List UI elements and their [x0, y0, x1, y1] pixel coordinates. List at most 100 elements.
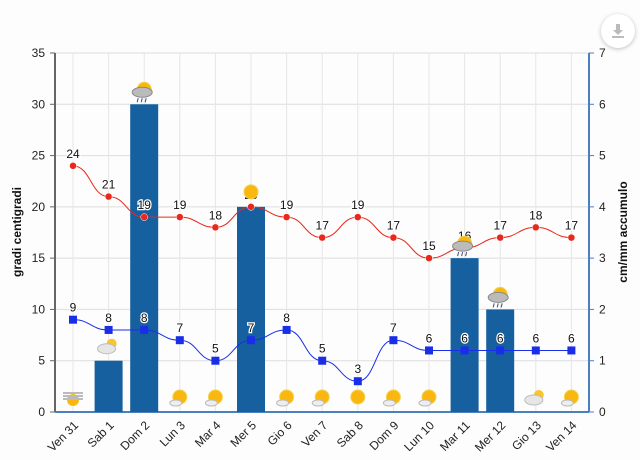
max-temp-label: 17 [387, 219, 401, 233]
min-temp-point [531, 346, 540, 355]
min-temp-point [175, 336, 184, 345]
min-temp-point [318, 356, 327, 365]
sun-cloud-icon [418, 389, 437, 407]
x-tick-label: Sab 8 [334, 418, 366, 450]
max-temp-label: 19 [351, 198, 365, 212]
max-temp-point [140, 213, 148, 221]
max-temp-point [211, 223, 220, 232]
min-temp-point [282, 325, 291, 334]
sun-cloud-icon [311, 389, 330, 407]
x-tick-label: Ven 7 [299, 418, 331, 450]
fog-icon [63, 392, 83, 406]
min-temp-point [567, 346, 576, 355]
y-tick-label: 10 [32, 302, 46, 316]
min-temp-point [247, 336, 255, 345]
y2-tick-label: 2 [599, 302, 606, 316]
min-temp-label: 7 [248, 321, 255, 335]
y-tick-label: 25 [32, 149, 46, 163]
min-temp-label: 6 [461, 331, 468, 345]
min-temp-point [425, 346, 433, 355]
x-tick-label: Lun 10 [401, 418, 437, 454]
sun-icon [350, 389, 366, 405]
max-temp-point [318, 233, 326, 242]
x-tick-label: Gio 6 [265, 418, 295, 448]
rain-sun-icon [452, 235, 474, 257]
min-temp-label: 6 [497, 331, 504, 345]
max-temp-label: 21 [102, 178, 116, 192]
max-temp-point [69, 162, 77, 170]
precip-bar [130, 104, 159, 413]
max-temp-label: 19 [280, 198, 294, 212]
min-temp-point [496, 346, 505, 355]
x-tick-label: Ven 31 [45, 418, 82, 455]
y-axis-label: gradi centigradi [10, 187, 24, 277]
rain-sun-icon [131, 81, 153, 103]
min-temp-label: 8 [141, 311, 148, 325]
min-temp-label: 6 [568, 331, 575, 345]
min-temp-label: 7 [390, 321, 397, 335]
max-temp-point [496, 233, 504, 242]
min-temp-label: 8 [283, 311, 290, 325]
max-temp-label: 17 [494, 219, 508, 233]
max-temp-label: 17 [316, 219, 330, 233]
min-temp-label: 6 [532, 331, 539, 345]
y-tick-label: 30 [32, 97, 46, 111]
y-tick-label: 0 [38, 405, 45, 419]
y2-tick-label: 6 [599, 97, 606, 111]
x-tick-label: Dom 2 [117, 418, 152, 453]
min-temp-label: 5 [319, 342, 326, 356]
y2-tick-label: 3 [599, 251, 606, 265]
y2-tick-label: 7 [599, 46, 606, 60]
sun-icon [243, 184, 259, 200]
sun-cloud-icon [382, 389, 401, 407]
x-tick-label: Lun 3 [157, 418, 188, 449]
max-temp-point [567, 233, 576, 242]
precip-bar [486, 309, 515, 412]
y-tick-label: 15 [32, 251, 46, 265]
max-temp-label: 24 [66, 147, 80, 161]
min-temp-point [69, 315, 77, 324]
min-temp-point [104, 325, 113, 334]
max-temp-point [104, 192, 113, 201]
x-tick-label: Dom 9 [367, 418, 402, 453]
max-temp-point [354, 213, 362, 221]
max-temp-point [282, 213, 291, 221]
y-tick-label: 5 [38, 354, 45, 368]
min-temp-label: 7 [176, 321, 183, 335]
x-tick-label: Gio 13 [509, 418, 544, 453]
sun-cloud-icon [204, 389, 223, 407]
y-tick-label: 35 [32, 46, 46, 60]
y2-tick-label: 0 [599, 405, 606, 419]
sun-cloud-icon [169, 389, 188, 407]
cloud-sun-icon [524, 390, 544, 406]
min-temp-point [353, 377, 362, 386]
min-temp-label: 6 [426, 331, 433, 345]
max-temp-label: 15 [422, 239, 436, 253]
sun-cloud-icon [560, 389, 579, 407]
x-tick-label: Sab 1 [85, 418, 117, 450]
x-tick-label: Ven 14 [543, 418, 580, 455]
min-temp-point [389, 336, 398, 345]
min-temp-label: 8 [105, 311, 112, 325]
x-tick-label: Mar 4 [192, 418, 224, 450]
min-temp-label: 9 [70, 301, 77, 315]
max-temp-label: 17 [565, 219, 579, 233]
max-temp-point [176, 213, 184, 221]
y2-axis-label: cm/mm accumulo [616, 181, 630, 282]
max-temp-point [532, 223, 540, 232]
sun-cloud-icon [276, 389, 295, 407]
max-temp-label: 19 [138, 198, 152, 212]
max-temp-point [425, 254, 433, 262]
precip-bar [237, 206, 265, 412]
min-temp-label: 5 [212, 342, 219, 356]
max-temp-point [247, 203, 255, 211]
min-temp-point [140, 325, 149, 334]
cloud-sun-icon [97, 338, 117, 355]
precip-bar [94, 360, 123, 412]
y2-tick-label: 5 [599, 149, 606, 163]
download-button[interactable] [601, 14, 635, 48]
min-temp-point [211, 356, 220, 365]
x-tick-label: Mer 12 [472, 418, 509, 455]
download-icon [612, 24, 624, 38]
